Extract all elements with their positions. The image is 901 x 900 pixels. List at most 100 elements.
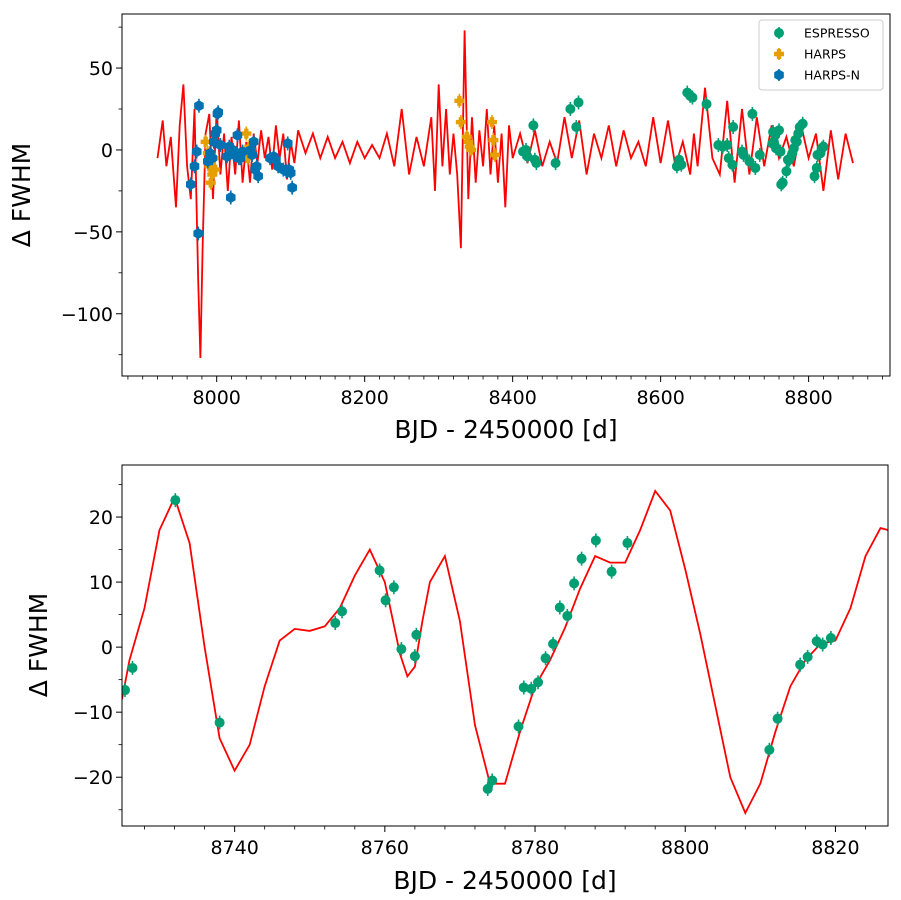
x-tick-label: 8820 [811, 837, 859, 859]
data-point [817, 639, 828, 650]
data-point [774, 125, 785, 136]
data-point [569, 578, 580, 589]
data-point [825, 633, 836, 644]
data-point [728, 122, 739, 133]
y-tick-label: 10 [89, 572, 113, 594]
y-axis-label: Δ FWHM [7, 143, 36, 248]
y-tick-label: −10 [73, 702, 113, 724]
data-point [811, 162, 822, 173]
data-point [170, 495, 181, 506]
x-tick-label: 8200 [341, 387, 389, 409]
data-point [122, 685, 131, 696]
data-point [526, 683, 537, 694]
y-tick-label: 0 [101, 637, 113, 659]
data-point [590, 535, 601, 546]
axes-frame [121, 464, 889, 827]
legend-marker [774, 49, 784, 59]
data-point [409, 651, 420, 662]
data-point [411, 629, 422, 640]
legend-label-espresso: ESPRESSO [804, 26, 870, 41]
data-point [781, 166, 792, 177]
x-axis-label: BJD - 2450000 [d] [394, 415, 617, 444]
series-espresso [122, 493, 836, 796]
data-point [253, 170, 263, 182]
data-point [388, 582, 399, 593]
data-point [701, 99, 712, 110]
data-point [232, 129, 243, 141]
data-point [550, 158, 561, 169]
data-point [194, 100, 204, 112]
data-point [606, 566, 617, 577]
data-point [214, 717, 225, 728]
data-point [818, 141, 829, 152]
x-axis-label: BJD - 2450000 [d] [393, 866, 616, 895]
data-point [802, 651, 813, 662]
legend-label-harps: HARPS [804, 47, 846, 62]
data-point [531, 158, 542, 169]
data-point [204, 161, 215, 172]
data-point [374, 565, 385, 576]
data-point [676, 159, 687, 170]
data-point [482, 783, 493, 794]
data-point [727, 159, 738, 170]
legend-marker [774, 69, 784, 81]
series-espresso [518, 85, 829, 192]
data-point [764, 744, 775, 755]
data-point [251, 160, 262, 172]
y-axis-label: Δ FWHM [24, 593, 53, 698]
y-tick-label: 0 [101, 140, 113, 162]
data-point [466, 144, 477, 155]
data-point [454, 95, 465, 106]
data-point [562, 610, 573, 621]
bottom-panel: 8740 8760 8780 8800 8820 20 10 0 −10 −20 BJD - 245… [24, 464, 889, 895]
data-point [337, 606, 348, 617]
data-point [455, 117, 466, 128]
data-point [330, 618, 341, 629]
data-point [571, 122, 582, 133]
data-point [573, 97, 584, 108]
data-point [186, 178, 196, 190]
x-tick-label: 8780 [511, 837, 559, 859]
data-point [513, 721, 524, 732]
data-point [533, 677, 544, 688]
legend-marker [774, 28, 784, 38]
data-point [205, 177, 216, 188]
data-point [285, 167, 296, 179]
data-point [200, 136, 211, 147]
data-point [775, 146, 786, 157]
data-point [687, 92, 698, 103]
data-point [207, 152, 218, 164]
x-tick-label: 8800 [661, 837, 709, 859]
data-point [248, 136, 259, 148]
data-point [791, 136, 802, 147]
x-tick-label: 8400 [488, 387, 536, 409]
x-tick-label: 8800 [784, 387, 832, 409]
data-point [489, 149, 500, 160]
data-point [518, 682, 529, 693]
data-point [797, 118, 808, 129]
data-point [744, 156, 755, 167]
data-point [211, 124, 222, 136]
data-point [738, 149, 749, 160]
data-point [210, 164, 221, 175]
data-point [722, 140, 733, 151]
data-point [380, 595, 391, 606]
data-point [207, 169, 218, 180]
data-point [215, 139, 226, 151]
data-point [540, 653, 551, 664]
y-tick-label: 50 [89, 58, 113, 80]
data-point [237, 146, 248, 158]
data-point [222, 151, 232, 163]
data-point [528, 120, 539, 131]
data-point [486, 117, 497, 128]
data-point [396, 644, 407, 655]
legend-box [758, 19, 884, 91]
x-tick-label: 8000 [193, 387, 241, 409]
data-point [189, 160, 200, 172]
data-point [777, 177, 788, 188]
data-point [747, 108, 758, 119]
y-tick-label: −50 [73, 222, 113, 244]
model-line [156, 30, 854, 359]
x-tick-label: 8600 [636, 387, 684, 409]
model-line [122, 489, 888, 816]
